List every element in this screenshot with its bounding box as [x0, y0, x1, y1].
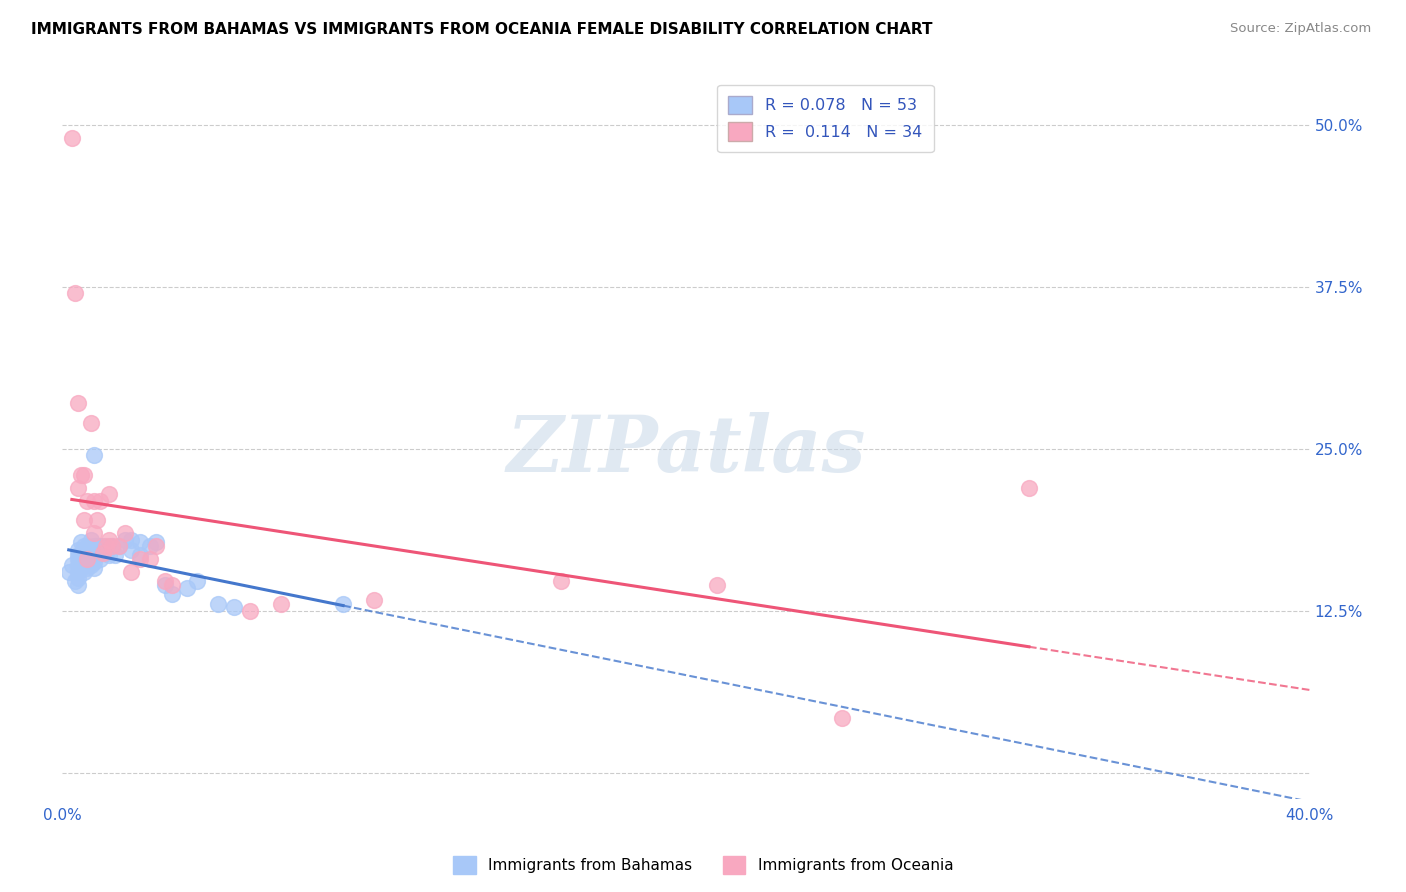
Text: ZIPatlas: ZIPatlas — [506, 412, 866, 489]
Point — [129, 552, 152, 566]
Point — [67, 565, 90, 579]
Point — [91, 539, 114, 553]
Point — [73, 545, 96, 559]
Point — [79, 416, 101, 430]
Legend: R = 0.078   N = 53, R =  0.114   N = 34: R = 0.078 N = 53, R = 0.114 N = 34 — [717, 85, 934, 152]
Point — [70, 467, 93, 482]
Point — [89, 552, 111, 566]
Point — [83, 526, 105, 541]
Point — [83, 555, 105, 569]
Text: Source: ZipAtlas.com: Source: ZipAtlas.com — [1230, 22, 1371, 36]
Point — [63, 574, 86, 588]
Point — [76, 539, 98, 553]
Point — [83, 493, 105, 508]
Point — [67, 481, 90, 495]
Legend: Immigrants from Bahamas, Immigrants from Oceania: Immigrants from Bahamas, Immigrants from… — [447, 850, 959, 880]
Point — [86, 539, 108, 553]
Point — [332, 598, 354, 612]
Point — [98, 539, 121, 553]
Point — [98, 487, 121, 501]
Point — [89, 539, 111, 553]
Point — [67, 571, 90, 585]
Point — [73, 565, 96, 579]
Point — [67, 552, 90, 566]
Point — [129, 535, 152, 549]
Point — [73, 539, 96, 553]
Point — [98, 548, 121, 562]
Point — [83, 561, 105, 575]
Point — [86, 548, 108, 562]
Point — [120, 533, 142, 547]
Point — [145, 539, 167, 553]
Point — [91, 545, 114, 559]
Point — [550, 574, 572, 588]
Point — [363, 593, 385, 607]
Point — [83, 448, 105, 462]
Point — [120, 543, 142, 558]
Point — [67, 543, 90, 558]
Point — [104, 548, 127, 562]
Point — [73, 467, 96, 482]
Point — [120, 565, 142, 579]
Point — [79, 545, 101, 559]
Point — [76, 561, 98, 575]
Point — [155, 578, 177, 592]
Point — [76, 493, 98, 508]
Point — [207, 598, 229, 612]
Point — [160, 587, 183, 601]
Point — [94, 545, 117, 559]
Point — [70, 561, 93, 575]
Point — [67, 578, 90, 592]
Point — [89, 493, 111, 508]
Point — [70, 535, 93, 549]
Point — [76, 552, 98, 566]
Point — [60, 558, 83, 573]
Point — [94, 539, 117, 553]
Point — [160, 578, 183, 592]
Point — [706, 578, 728, 592]
Point — [70, 552, 93, 566]
Point — [67, 548, 90, 562]
Point — [270, 598, 292, 612]
Point — [67, 558, 90, 573]
Point — [101, 539, 124, 553]
Point — [155, 574, 177, 588]
Point — [76, 545, 98, 559]
Point — [63, 286, 86, 301]
Point — [101, 539, 124, 553]
Point — [67, 396, 90, 410]
Point — [60, 130, 83, 145]
Point — [86, 513, 108, 527]
Point — [114, 526, 136, 541]
Point — [83, 539, 105, 553]
Point — [58, 565, 80, 579]
Point — [73, 552, 96, 566]
Text: IMMIGRANTS FROM BAHAMAS VS IMMIGRANTS FROM OCEANIA FEMALE DISABILITY CORRELATION: IMMIGRANTS FROM BAHAMAS VS IMMIGRANTS FR… — [31, 22, 932, 37]
Point — [73, 513, 96, 527]
Point — [831, 711, 853, 725]
Point — [98, 533, 121, 547]
Point — [139, 539, 162, 553]
Point — [107, 539, 129, 553]
Point — [114, 533, 136, 547]
Point — [79, 558, 101, 573]
Point — [145, 535, 167, 549]
Point — [129, 548, 152, 562]
Point — [139, 552, 162, 566]
Point — [186, 574, 208, 588]
Point — [238, 604, 260, 618]
Point — [83, 548, 105, 562]
Point — [1018, 481, 1040, 495]
Point — [222, 599, 245, 614]
Point — [79, 533, 101, 547]
Point — [176, 581, 198, 595]
Point — [107, 539, 129, 553]
